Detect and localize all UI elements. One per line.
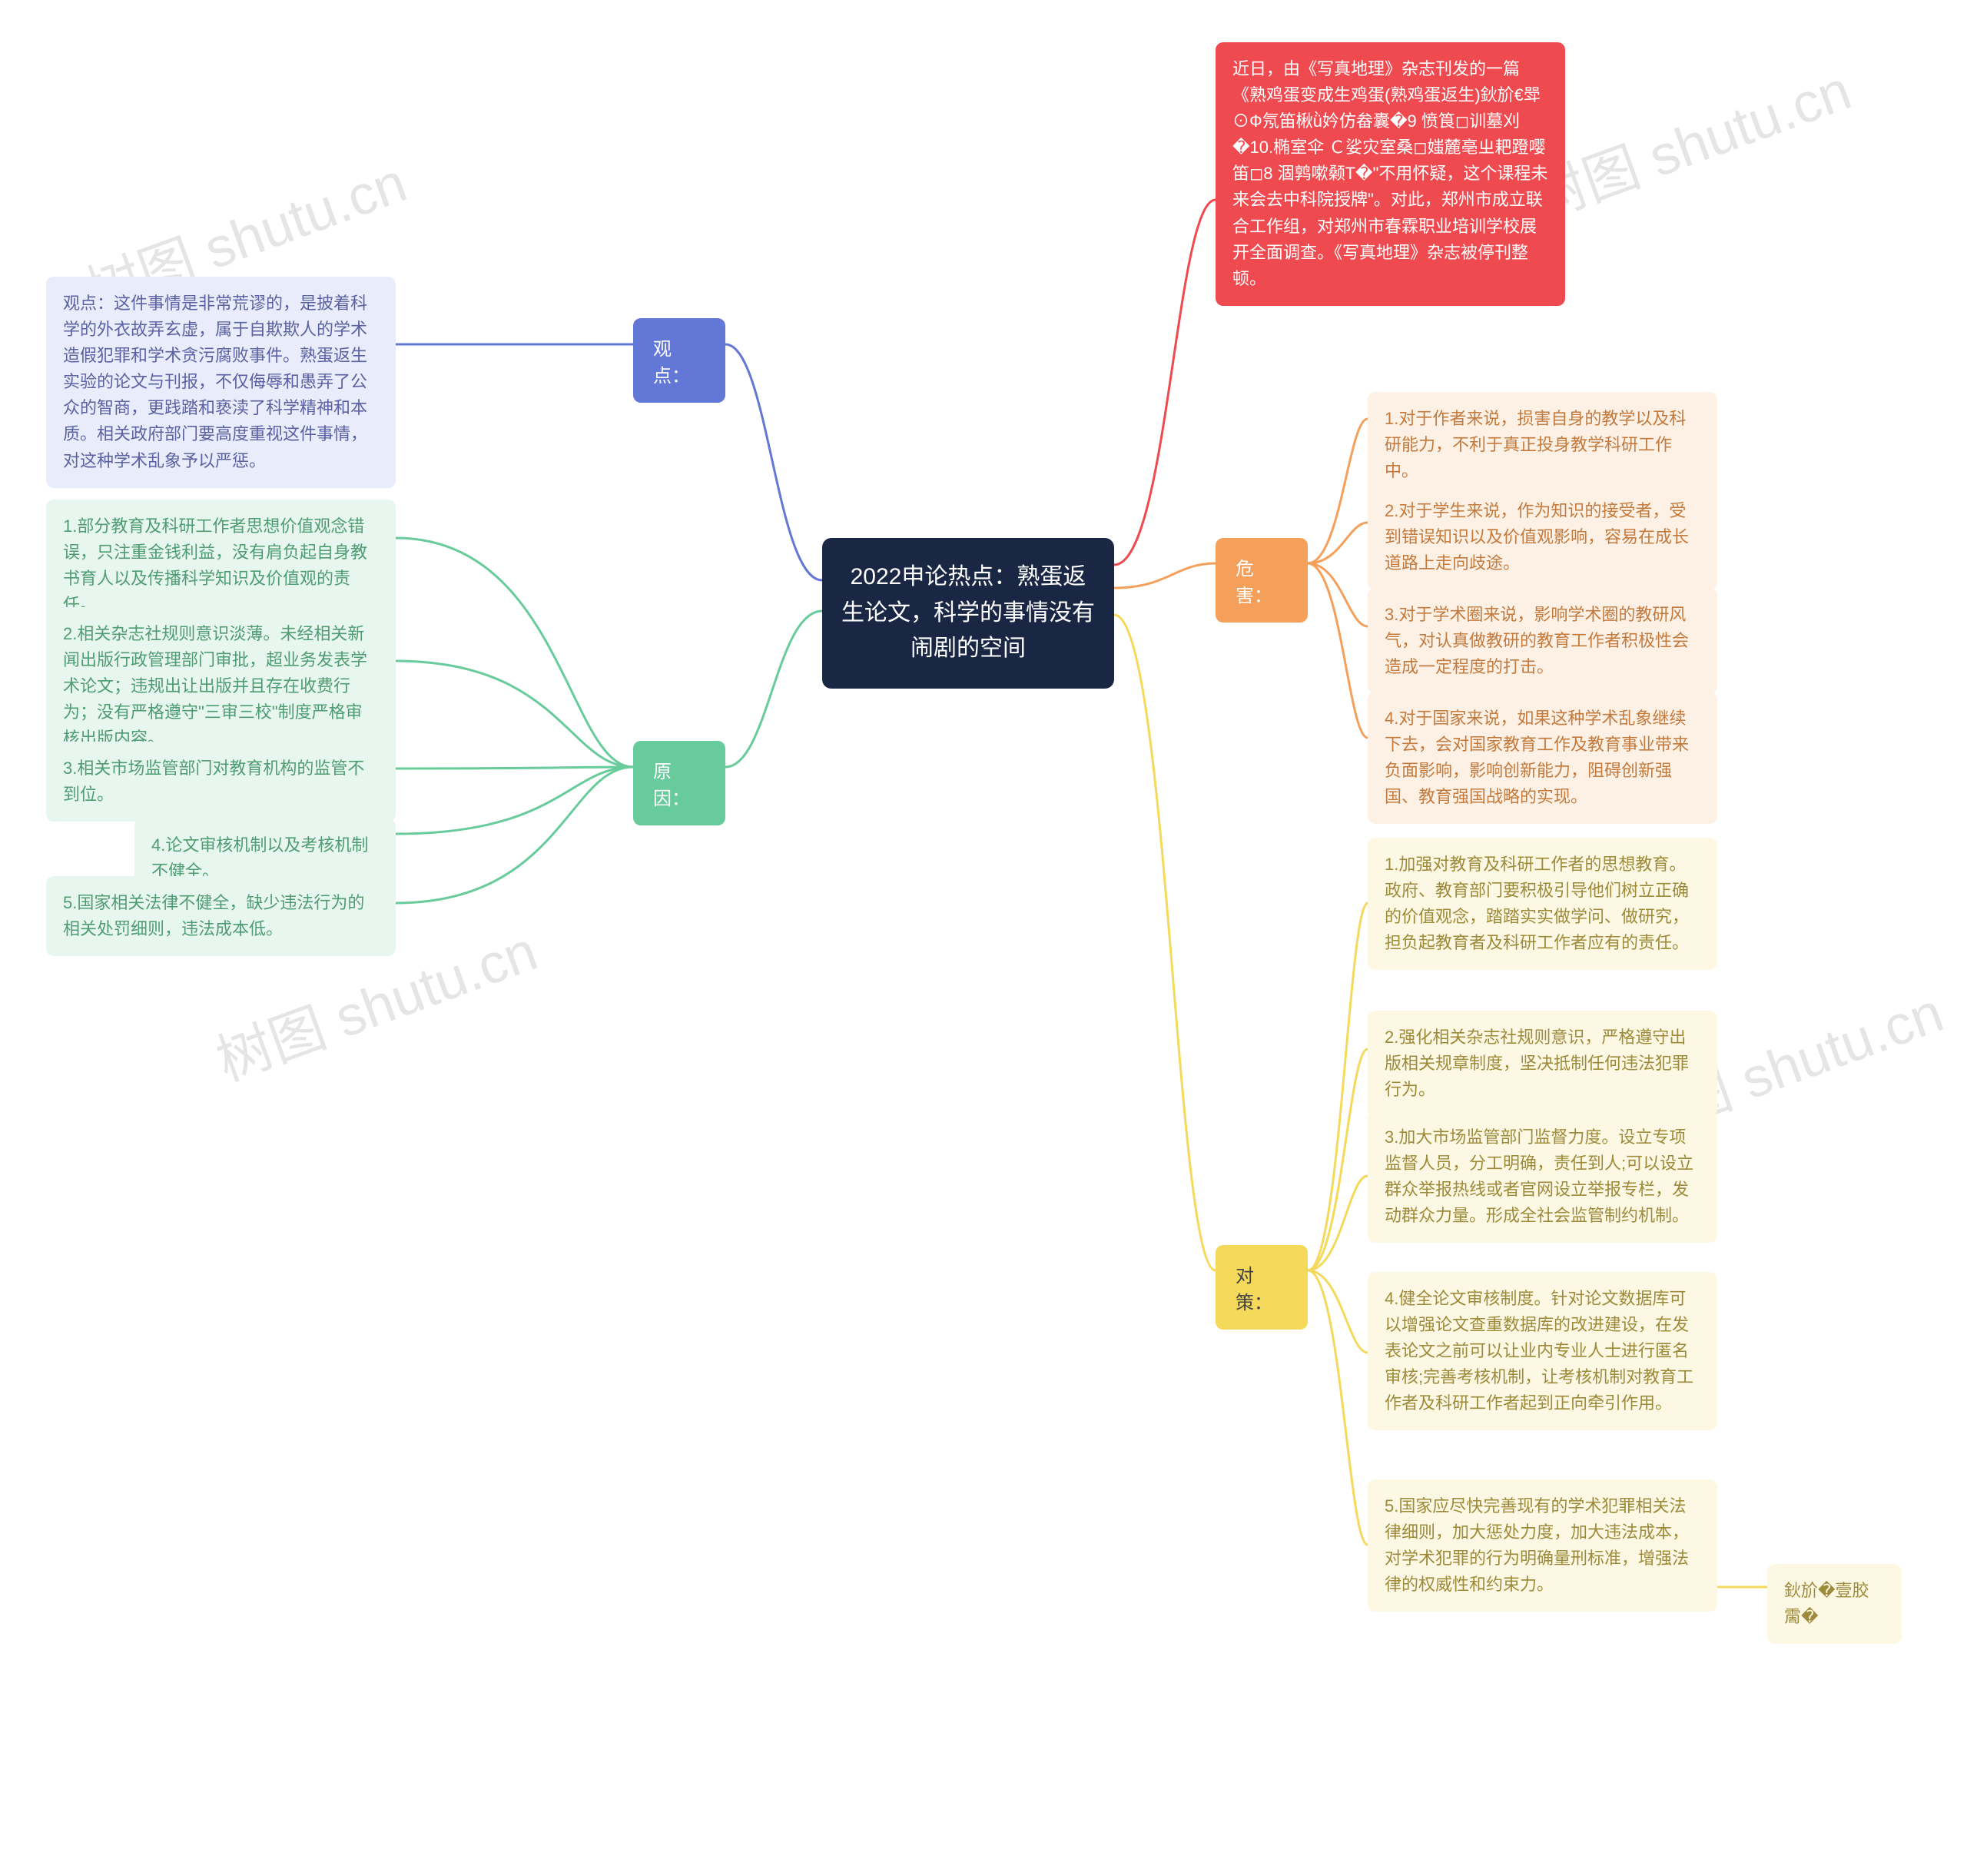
strategy-item[interactable]: 1.加强对教育及科研工作者的思想教育。政府、教育部门要积极引导他们树立正确的价值… <box>1368 838 1717 970</box>
watermark: 树图 shutu.cn <box>1518 45 1860 236</box>
strategy-item[interactable]: 4.健全论文审核制度。针对论文数据库可以增强论文查重数据库的改进建设，在发表论文… <box>1368 1272 1717 1430</box>
center-node[interactable]: 2022申论热点：熟蛋返生论文，科学的事情没有闹剧的空间 <box>822 538 1114 689</box>
strategy-item[interactable]: 3.加大市场监管部门监督力度。设立专项监督人员，分工明确，责任到人;可以设立群众… <box>1368 1111 1717 1243</box>
hazard-item[interactable]: 1.对于作者来说，损害自身的教学以及科研能力，不利于真正投身教学科研工作中。 <box>1368 392 1717 498</box>
branch-strategy[interactable]: 对策： <box>1216 1245 1308 1330</box>
branch-viewpoint[interactable]: 观点： <box>633 318 725 403</box>
intro-node[interactable]: 近日，由《写真地理》杂志刊发的一篇《熟鸡蛋变成生鸡蛋(熟鸡蛋返生)鈥斺€斝⊙Ф氖… <box>1216 42 1565 306</box>
hazard-item[interactable]: 2.对于学生来说，作为知识的接受者，受到错误知识以及价值观影响，容易在成长道路上… <box>1368 484 1717 590</box>
branch-hazard[interactable]: 危害： <box>1216 538 1308 623</box>
branch-reason[interactable]: 原因： <box>633 741 725 825</box>
strategy-item[interactable]: 5.国家应尽快完善现有的学术犯罪相关法律细则，加大惩处力度，加大违法成本，对学术… <box>1368 1479 1717 1612</box>
reason-item[interactable]: 5.国家相关法律不健全，缺少违法行为的相关处罚细则，违法成本低。 <box>46 876 396 956</box>
viewpoint-item[interactable]: 观点：这件事情是非常荒谬的，是披着科学的外衣故弄玄虚，属于自欺欺人的学术造假犯罪… <box>46 277 396 488</box>
strategy-item[interactable]: 2.强化相关杂志社规则意识，严格遵守出版相关规章制度，坚决抵制任何违法犯罪行为。 <box>1368 1011 1717 1117</box>
strategy-extra[interactable]: 鈥斺�壹胶霌� <box>1767 1564 1902 1644</box>
hazard-item[interactable]: 4.对于国家来说，如果这种学术乱象继续下去，会对国家教育工作及教育事业带来负面影… <box>1368 692 1717 824</box>
reason-item[interactable]: 3.相关市场监管部门对教育机构的监管不到位。 <box>46 742 396 822</box>
hazard-item[interactable]: 3.对于学术圈来说，影响学术圈的教研风气，对认真做教研的教育工作者积极性会造成一… <box>1368 588 1717 694</box>
